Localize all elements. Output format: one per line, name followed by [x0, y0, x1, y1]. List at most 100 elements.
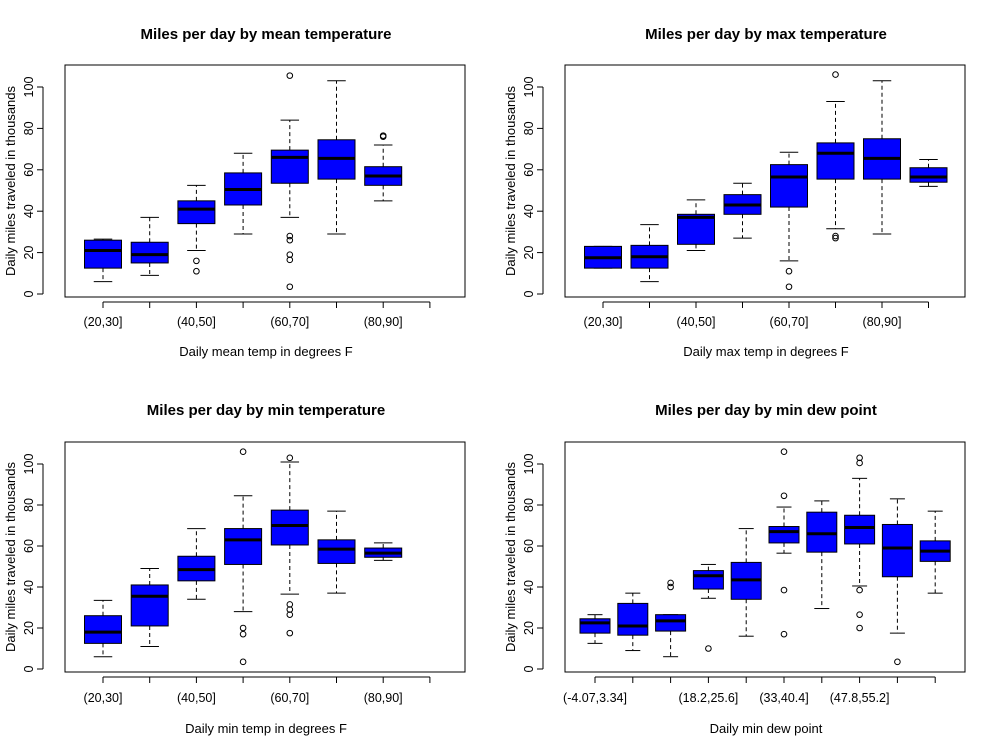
y-tick-label: 40	[22, 580, 36, 594]
box-2	[130, 216, 169, 276]
x-axis-label: Daily max temp in degrees F	[683, 344, 849, 359]
box-body	[770, 164, 808, 208]
y-tick-label: 0	[22, 665, 36, 672]
box-body	[617, 602, 649, 636]
box-body	[224, 528, 263, 565]
chart-panel-3: Miles per day by min temperature 0 20 40 60 8…	[3, 402, 466, 736]
x-tick-label: (80,90]	[364, 315, 403, 329]
outlier-point	[832, 234, 839, 242]
y-tick-label: 80	[22, 121, 36, 135]
box-5	[770, 151, 808, 291]
chart-panel-2: Miles per day by max temperature 0 20 40 60 8…	[503, 26, 966, 359]
box-body	[806, 511, 838, 553]
outlier-point	[239, 658, 247, 666]
box-4	[224, 448, 263, 666]
box-body	[130, 584, 169, 627]
box-1	[584, 245, 622, 269]
chart-title: Miles per day by max temperature	[645, 26, 887, 43]
y-tick-label: 20	[22, 246, 36, 260]
x-tick-label: (60,70]	[270, 315, 309, 329]
x-tick-label: (80,90]	[863, 315, 902, 329]
box-body	[317, 539, 356, 564]
outlier-point	[667, 579, 674, 587]
x-tick-label: (-4.07,3.34]	[563, 691, 627, 705]
outlier-point	[286, 256, 294, 264]
box-body	[692, 570, 724, 590]
box-4	[723, 182, 762, 239]
x-axis-label: Daily min dew point	[710, 721, 823, 736]
outlier-point	[193, 257, 200, 265]
box-3	[655, 579, 687, 658]
y-axis-label: Daily miles traveled in thousands	[503, 85, 518, 276]
outlier-point	[379, 133, 387, 140]
y-tick-label: 100	[522, 77, 536, 98]
outlier-point	[780, 586, 788, 594]
box-8	[844, 454, 876, 632]
x-tick-label: (47.8,55.2]	[830, 691, 890, 705]
outlier-point	[667, 583, 674, 591]
outlier-point	[286, 72, 294, 79]
box-body	[881, 523, 913, 578]
plot-frame	[64, 64, 466, 298]
x-tick-label: (33,40.4]	[759, 691, 808, 705]
x-tick-label: (60,70]	[270, 691, 309, 705]
y-axis-label: Daily miles traveled in thousands	[503, 461, 518, 652]
box-2	[630, 224, 669, 283]
box-1	[84, 238, 122, 283]
y-tick-label: 0	[522, 665, 536, 672]
outlier-point	[286, 611, 294, 618]
chart-title: Miles per day by mean temperature	[141, 26, 392, 43]
box-1	[579, 614, 611, 644]
y-tick-label: 0	[22, 290, 36, 297]
outlier-point	[856, 611, 863, 618]
box-7	[364, 132, 403, 202]
outlier-point	[705, 645, 712, 652]
box-4	[224, 152, 263, 235]
box-body	[655, 614, 687, 632]
y-tick-label: 60	[22, 539, 36, 553]
x-axis-label: Daily min temp in degrees F	[185, 721, 347, 736]
box-5	[730, 528, 762, 637]
box-7	[863, 80, 901, 235]
y-tick-label: 20	[522, 246, 536, 260]
y-tick-label: 60	[22, 163, 36, 177]
box-6	[816, 71, 855, 242]
box-body	[579, 618, 611, 634]
box-body	[270, 149, 309, 184]
box-6	[317, 510, 356, 594]
box-body	[84, 615, 122, 644]
box-3	[677, 199, 715, 252]
x-tick-label: (20,30]	[584, 315, 623, 329]
plot-frame	[564, 64, 966, 298]
outlier-point	[780, 630, 788, 638]
outlier-point	[239, 624, 247, 632]
y-tick-label: 100	[522, 454, 536, 475]
x-tick-label: (80,90]	[364, 691, 403, 705]
x-tick-label: (18.2,25.6]	[679, 691, 739, 705]
box-2	[130, 568, 169, 647]
box-8	[909, 158, 948, 187]
outlier-point	[780, 492, 788, 500]
box-body	[909, 167, 948, 183]
box-body	[844, 514, 876, 545]
outlier-point	[286, 283, 294, 291]
box-5	[270, 454, 309, 637]
y-tick-label: 20	[522, 621, 536, 635]
outlier-point	[239, 630, 247, 638]
box-10	[919, 510, 951, 594]
box-7	[364, 542, 403, 561]
box-7	[806, 500, 838, 610]
box-5	[270, 72, 309, 291]
y-tick-label: 100	[22, 77, 36, 98]
outlier-point	[286, 629, 294, 637]
outlier-point	[832, 232, 839, 240]
x-tick-label: (60,70]	[770, 315, 809, 329]
outlier-point	[856, 624, 863, 632]
box-9	[881, 498, 913, 666]
y-tick-label: 60	[522, 163, 536, 177]
y-tick-label: 80	[22, 498, 36, 512]
outlier-point	[785, 267, 793, 275]
chart-title: Miles per day by min dew point	[655, 402, 877, 419]
chart-title: Miles per day by min temperature	[147, 402, 385, 419]
